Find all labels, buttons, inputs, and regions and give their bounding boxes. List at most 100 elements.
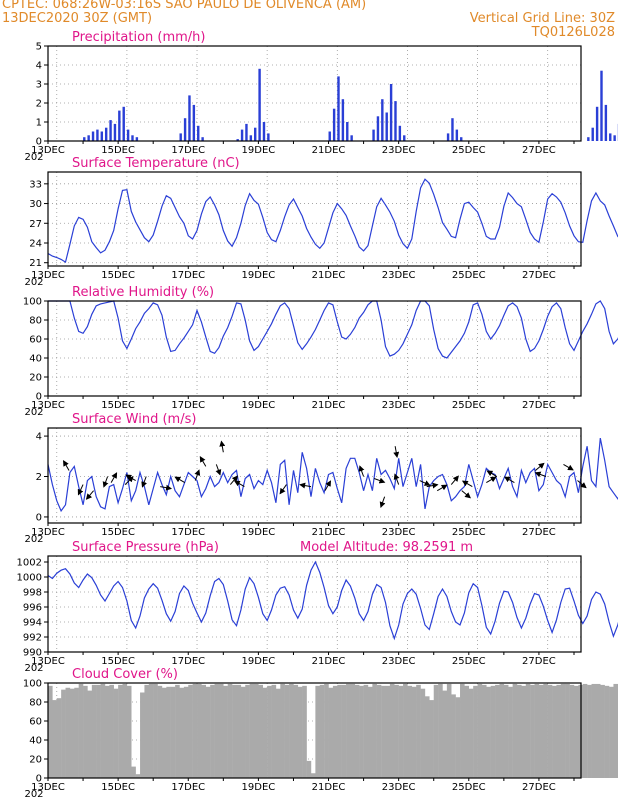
cloud-bar [271,684,277,778]
cloud-bar [118,684,123,778]
cloud-bar [495,684,500,778]
cloud-bar [236,684,242,778]
precip-bar [236,139,239,141]
precip-bar [192,104,196,141]
wind-x-tick-label: 27DEC [522,527,556,538]
cloud-bar [267,685,272,778]
cloud-bar [161,687,167,778]
cloud-bar [403,683,408,778]
cloud-bar [96,684,101,778]
wind-title: Surface Wind (m/s) [72,412,196,427]
temp-y-tick-label: 33 [29,179,42,190]
wind-y-tick-label: 4 [36,432,42,443]
rh-series-line [48,300,618,359]
wind-arrow [299,482,312,489]
cloud-bar [166,686,171,778]
cloud-bar [188,684,193,778]
cloud-bar [560,683,566,778]
header-date: 13DEC2020 30Z (GMT) [2,11,153,26]
rh-x-tick-label: 23DEC [382,400,416,411]
cloud-y-tick-label: 80 [29,698,42,709]
cloud-bar [429,700,434,778]
pres-y-tick-label: 998 [23,588,42,599]
cloud-bar [552,685,557,778]
cloud-bar [363,684,369,778]
wind-arrow [450,475,459,485]
precip-bar [91,131,95,141]
precip-y-tick-label: 0 [36,137,42,148]
cloud-bar [232,684,237,778]
wind-arrow [577,480,587,489]
precip-bar [600,70,603,141]
precip-bar [258,68,261,141]
wind-y-tick-label: 2 [36,472,42,483]
wind-x-tick-label: 17DEC [171,527,205,538]
pres-y-tick-label: 1002 [17,558,42,569]
wind-x-tick-label: 23DEC [382,527,416,538]
precip-bar [376,116,380,141]
wind-x-tick-label: 15DEC [101,527,135,538]
wind-arrow [160,484,173,491]
cloud-bar [262,687,268,778]
cloud-bar [359,685,364,778]
cloud-bar [604,685,610,778]
precip-bar [183,118,187,141]
precip-bar [188,95,191,141]
wind-arrow [419,480,431,486]
cloud-bar [508,686,513,778]
precip-bar [267,133,270,141]
temp-x-tick-label: 19DEC [242,270,276,281]
precip-bar [122,106,125,141]
cloud-bar [490,685,496,778]
wind-arrow [194,469,201,481]
cloud-bar [473,685,478,778]
cloud-bar [289,683,294,778]
cloud-bar [170,686,176,778]
cloud-bar [302,685,307,778]
cloud-x-tick-label: 19DEC [242,782,276,793]
precip-x-tick-label: 21DEC [312,145,346,156]
cloud-bar [109,684,114,778]
precip-bar [240,129,244,141]
precip-bar [332,108,336,141]
precip-bar [131,135,134,141]
rh-x-tick-label: 19DEC [242,400,276,411]
cloud-bar [350,683,356,778]
wind-arrow [393,446,400,459]
cloud-bar [394,684,399,778]
cloud-bar [293,684,299,778]
pres-x-tick-label: 19DEC [242,656,276,667]
precip-bar [249,135,253,141]
cloud-bar [381,685,386,778]
wind-x-tick-label: 13DEC [31,527,65,538]
precip-x-tick-label: 19DEC [242,145,276,156]
wind-arrow [358,465,365,477]
cloud-bar [346,683,351,778]
precip-x-tick-label: 17DEC [171,145,205,156]
wind-frame [47,427,582,524]
cloud-bar [315,685,320,778]
temp-x-tick-label: 17DEC [171,270,205,281]
pres-subtitle: Model Altitude: 98.2591 m [300,540,473,555]
cloud-bar [332,685,338,778]
cloud-bar [451,694,456,778]
cloud-bar [91,684,97,778]
cloud-bar [192,683,198,778]
cloud-bar [240,686,246,778]
wind-x-tick-label: 25DEC [452,527,486,538]
wind-year-label: 202 [24,534,43,545]
wind-arrow [77,484,84,496]
precip-bar [96,129,99,141]
cloud-bar [83,685,88,778]
cloud-bar [48,685,53,778]
precip-bar [394,101,397,141]
cloud-bar [530,684,535,778]
wind-x-tick-label: 19DEC [242,527,276,538]
wind-arrow [141,476,147,488]
rh-y-tick-label: 40 [29,354,42,365]
precip-bar [403,135,406,141]
rh-x-tick-label: 25DEC [452,400,486,411]
cloud-bar [61,689,66,778]
precip-bar [109,120,112,141]
cloud-bar [464,685,470,778]
